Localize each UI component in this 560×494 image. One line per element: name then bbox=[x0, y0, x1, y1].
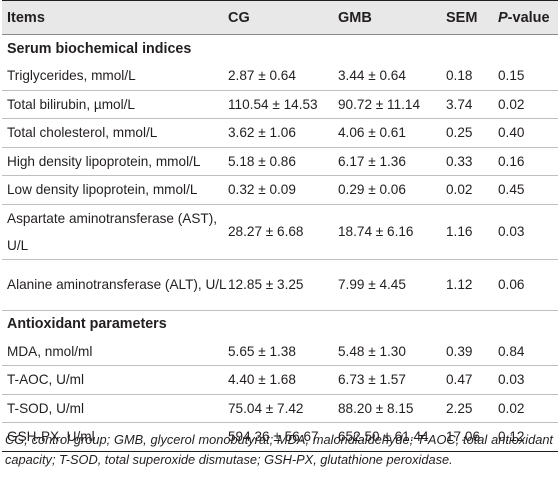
cell-p: 0.12 bbox=[498, 422, 558, 452]
cell-cg: 594.36 ± 56.67 bbox=[228, 422, 338, 452]
table-row: Total bilirubin, µmol/L 110.54 ± 14.53 9… bbox=[2, 90, 558, 119]
cell-sem: 0.18 bbox=[446, 62, 498, 91]
cell-cg: 4.40 ± 1.68 bbox=[228, 365, 338, 395]
cell-gmb: 6.73 ± 1.57 bbox=[338, 365, 446, 395]
table-row: Total cholesterol, mmol/L 3.62 ± 1.06 4.… bbox=[2, 118, 558, 148]
cell-sem: 3.74 bbox=[446, 90, 498, 119]
cell-p: 0.45 bbox=[498, 175, 558, 205]
table-footnote: CG, control group; GMB, glycerol monobut… bbox=[5, 432, 553, 467]
table-row: GSH-PX, U/ml 594.36 ± 56.67 652.50 ± 61.… bbox=[2, 422, 558, 452]
cell-item: Total cholesterol, mmol/L bbox=[2, 118, 228, 148]
cell-item: GSH-PX, U/ml bbox=[2, 422, 228, 452]
cell-gmb: 0.29 ± 0.06 bbox=[338, 175, 446, 205]
table-row: High density lipoprotein, mmol/L 5.18 ± … bbox=[2, 147, 558, 176]
cell-p: 0.02 bbox=[498, 90, 558, 119]
table-row: T-AOC, U/ml 4.40 ± 1.68 6.73 ± 1.57 0.47… bbox=[2, 365, 558, 395]
header-p-value: P-value bbox=[498, 0, 558, 35]
cell-sem: 0.02 bbox=[446, 175, 498, 205]
cell-gmb: 7.99 ± 4.45 bbox=[338, 259, 446, 311]
cell-cg: 75.04 ± 7.42 bbox=[228, 394, 338, 423]
cell-sem: 0.47 bbox=[446, 365, 498, 395]
cell-cg: 5.18 ± 0.86 bbox=[228, 147, 338, 176]
header-items: Items bbox=[2, 0, 228, 35]
cell-cg: 110.54 ± 14.53 bbox=[228, 90, 338, 119]
section-header-antioxidant: Antioxidant parameters bbox=[7, 316, 167, 332]
cell-cg: 0.32 ± 0.09 bbox=[228, 175, 338, 205]
cell-sem: 0.33 bbox=[446, 147, 498, 176]
cell-item: Low density lipoprotein, mmol/L bbox=[2, 175, 228, 205]
cell-item: Alanine aminotransferase (ALT), U/L bbox=[2, 259, 228, 311]
table-row: Alanine aminotransferase (ALT), U/L 12.8… bbox=[2, 259, 558, 311]
cell-item: Aspartate aminotransferase (AST), U/L bbox=[2, 204, 228, 260]
table-row: MDA, nmol/ml 5.65 ± 1.38 5.48 ± 1.30 0.3… bbox=[2, 337, 558, 366]
cell-item: High density lipoprotein, mmol/L bbox=[2, 147, 228, 176]
cell-gmb: 5.48 ± 1.30 bbox=[338, 337, 446, 366]
cell-p: 0.16 bbox=[498, 147, 558, 176]
cell-sem: 0.25 bbox=[446, 118, 498, 148]
cell-p: 0.40 bbox=[498, 118, 558, 148]
cell-gmb: 18.74 ± 6.16 bbox=[338, 204, 446, 260]
cell-gmb: 6.17 ± 1.36 bbox=[338, 147, 446, 176]
cell-p: 0.06 bbox=[498, 259, 558, 311]
cell-p: 0.03 bbox=[498, 365, 558, 395]
table-row: Aspartate aminotransferase (AST), U/L 28… bbox=[2, 204, 558, 260]
cell-p: 0.15 bbox=[498, 62, 558, 91]
header-sem: SEM bbox=[446, 0, 498, 35]
header-gmb: GMB bbox=[338, 0, 446, 35]
cell-sem: 2.25 bbox=[446, 394, 498, 423]
cell-gmb: 3.44 ± 0.64 bbox=[338, 62, 446, 91]
cell-sem: 0.39 bbox=[446, 337, 498, 366]
cell-gmb: 90.72 ± 11.14 bbox=[338, 90, 446, 119]
cell-gmb: 88.20 ± 8.15 bbox=[338, 394, 446, 423]
cell-sem: 1.16 bbox=[446, 204, 498, 260]
cell-gmb: 4.06 ± 0.61 bbox=[338, 118, 446, 148]
cell-p: 0.84 bbox=[498, 337, 558, 366]
cell-cg: 2.87 ± 0.64 bbox=[228, 62, 338, 91]
data-table: Items CG GMB SEM P-value Serum biochemic… bbox=[2, 0, 558, 452]
cell-sem: 1.12 bbox=[446, 259, 498, 311]
header-cg: CG bbox=[228, 0, 338, 35]
cell-item: Total bilirubin, µmol/L bbox=[2, 90, 228, 119]
cell-item: MDA, nmol/ml bbox=[2, 337, 228, 366]
cell-cg: 5.65 ± 1.38 bbox=[228, 337, 338, 366]
cell-p: 0.03 bbox=[498, 204, 558, 260]
section-header-serum: Serum biochemical indices bbox=[7, 40, 192, 57]
cell-cg: 3.62 ± 1.06 bbox=[228, 118, 338, 148]
table-row: Low density lipoprotein, mmol/L 0.32 ± 0… bbox=[2, 175, 558, 205]
cell-cg: 12.85 ± 3.25 bbox=[228, 259, 338, 311]
cell-gmb: 652.50 ± 61.44 bbox=[338, 422, 446, 452]
cell-item: T-SOD, U/ml bbox=[2, 394, 228, 423]
cell-sem: 17.06 bbox=[446, 422, 498, 452]
cell-p: 0.02 bbox=[498, 394, 558, 423]
cell-item: T-AOC, U/ml bbox=[2, 365, 228, 395]
table-row: Triglycerides, mmol/L 2.87 ± 0.64 3.44 ±… bbox=[2, 62, 558, 91]
table-row: T-SOD, U/ml 75.04 ± 7.42 88.20 ± 8.15 2.… bbox=[2, 394, 558, 423]
cell-cg: 28.27 ± 6.68 bbox=[228, 204, 338, 260]
cell-item: Triglycerides, mmol/L bbox=[2, 62, 228, 91]
header-row: Items CG GMB SEM P-value bbox=[2, 0, 558, 35]
